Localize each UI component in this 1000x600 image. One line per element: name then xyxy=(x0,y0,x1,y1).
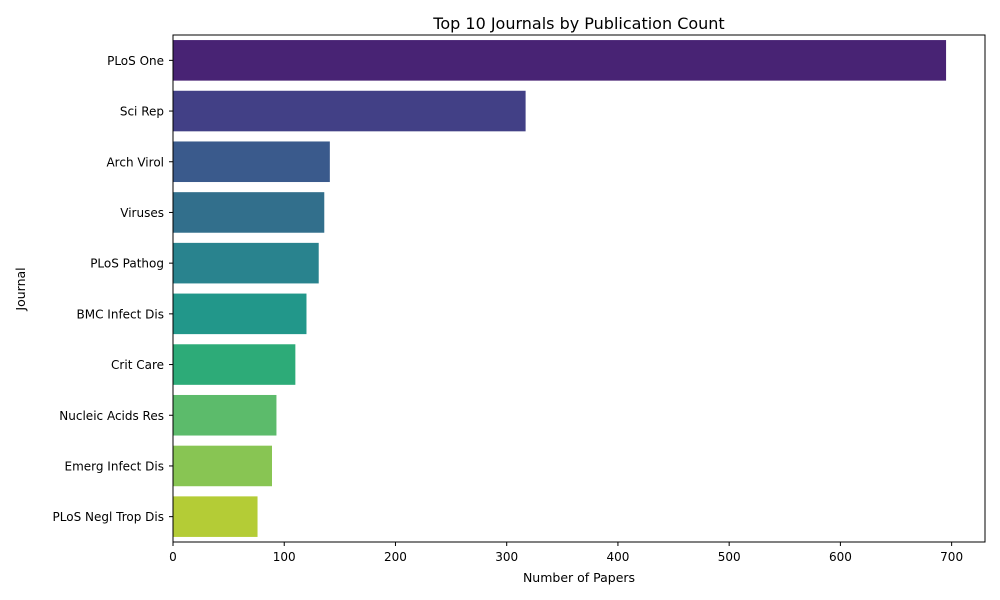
y-tick-label: Nucleic Acids Res xyxy=(59,409,164,423)
bars-layer xyxy=(173,40,947,537)
x-axis-label: Number of Papers xyxy=(523,570,635,585)
bar-viruses xyxy=(173,192,325,233)
bar-plos-one xyxy=(173,40,947,81)
y-tick-label: Arch Virol xyxy=(106,155,164,169)
bar-crit-care xyxy=(173,344,296,385)
x-tick-label: 600 xyxy=(829,550,852,564)
y-tick-label: BMC Infect Dis xyxy=(77,307,164,321)
bar-sci-rep xyxy=(173,90,526,132)
bar-arch-virol xyxy=(173,141,330,183)
y-tick-label: Sci Rep xyxy=(120,105,164,119)
y-tick-label: PLoS One xyxy=(107,54,164,68)
x-tick-label: 700 xyxy=(940,550,963,564)
x-tick-label: 100 xyxy=(273,550,296,564)
y-tick-label: Emerg Infect Dis xyxy=(64,459,164,473)
y-tick-label: PLoS Pathog xyxy=(90,257,164,271)
y-tick-label: Viruses xyxy=(120,206,164,220)
y-axis-ticks: PLoS One Sci Rep Arch Virol Viruses PLoS Pat… xyxy=(53,54,173,524)
x-tick-label: 400 xyxy=(606,550,629,564)
bar-plos-negl-trop-dis xyxy=(173,496,258,537)
plot-frame xyxy=(172,34,986,543)
bar-plos-pathog xyxy=(173,242,319,284)
x-tick-label: 0 xyxy=(169,550,177,564)
x-axis-ticks: 0 100 200 300 400 500 600 700 xyxy=(169,542,963,564)
y-axis-label: Journal xyxy=(13,267,28,311)
bar-nucleic-acids-res xyxy=(173,394,277,436)
x-tick-label: 500 xyxy=(718,550,741,564)
bar-emerg-infect-dis xyxy=(173,445,272,487)
y-tick-label: PLoS Negl Trop Dis xyxy=(53,510,164,524)
bar-bmc-infect-dis xyxy=(173,293,307,335)
chart-title: Top 10 Journals by Publication Count xyxy=(432,14,724,33)
y-tick-label: Crit Care xyxy=(111,358,164,372)
x-tick-label: 200 xyxy=(384,550,407,564)
x-tick-label: 300 xyxy=(495,550,518,564)
